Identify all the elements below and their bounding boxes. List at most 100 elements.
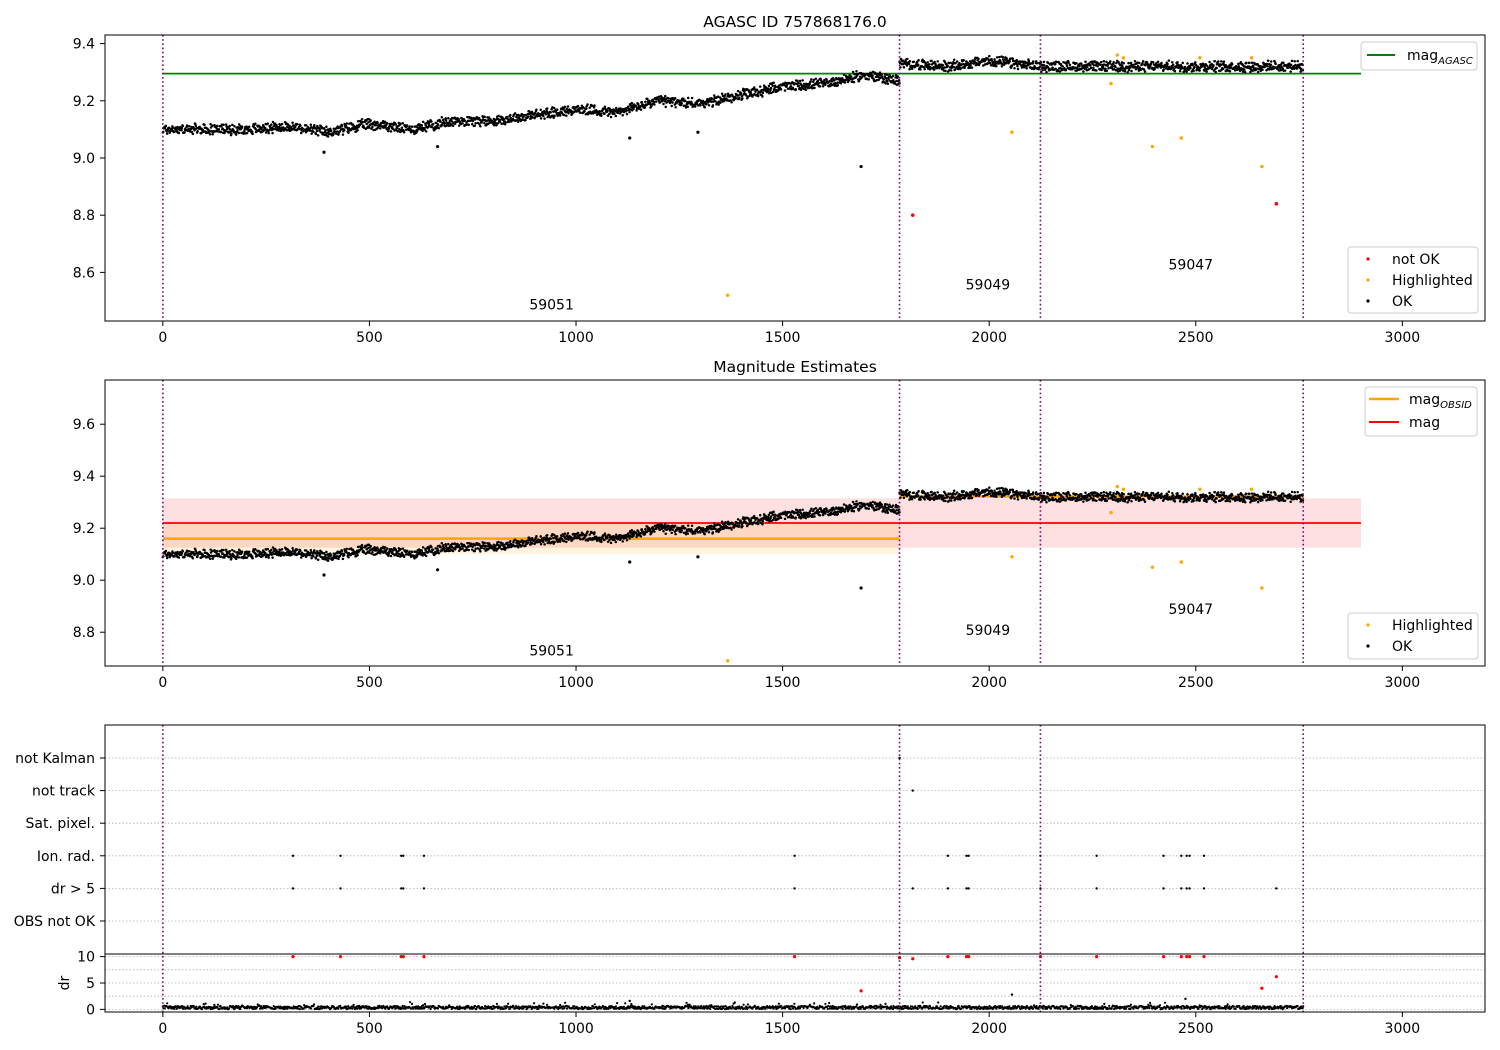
data-point-ok [936,60,939,63]
data-point-ok [437,551,441,555]
data-point-ok [1055,60,1058,64]
data-point-ok [948,69,951,72]
data-point-ok [291,121,294,125]
data-point-ok [949,499,953,502]
data-point-ok [639,534,643,538]
data-point-ok [599,112,603,116]
data-point-ok [1106,64,1109,68]
data-point-ok [388,122,391,126]
data-point-ok [497,540,500,544]
data-point-ok [663,94,667,98]
data-point-ok [1016,498,1020,501]
data-point-ok [460,117,464,120]
data-point-ok [1171,61,1174,64]
data-point-ok [783,89,787,92]
data-point-ok [471,119,475,123]
data-point-ok [326,135,330,138]
data-point-ok [813,86,816,90]
data-point-ok [703,106,706,109]
data-point-ok [696,130,700,134]
data-point-ok [245,131,249,135]
data-point-ok [545,109,549,113]
data-point-ok [1130,69,1133,73]
data-point-ok [634,104,638,108]
data-point-ok [1105,499,1109,503]
data-point-ok [225,127,229,131]
data-point-ok [437,124,440,127]
data-point-ok [509,539,512,543]
data-point-ok [356,120,360,123]
data-point-ok [309,548,313,552]
data-point-ok [936,491,939,494]
data-point-ok [1153,496,1157,500]
data-point-ok [270,548,273,552]
data-point-ok [614,540,618,544]
data-point-ok [907,62,911,66]
data-point-ok [1220,60,1223,63]
data-point-ok [653,103,656,106]
data-point-ok [701,99,705,103]
data-point-ok [977,488,980,492]
data-point-ok [811,80,815,84]
data-point-ok [555,108,559,112]
data-point-ok [1165,64,1169,68]
data-point-highlighted [1115,53,1119,57]
data-point-ok [1075,62,1078,65]
data-point-ok [841,78,845,81]
data-point-ok [804,516,808,520]
data-point-ok [1042,60,1046,64]
data-point-ok [963,66,966,70]
data-point-ok [188,124,191,128]
data-point-ok [1255,67,1259,70]
data-point-ok [1141,491,1145,494]
data-point-ok [690,524,694,527]
data-point-ok [654,527,658,531]
data-point-ok [846,80,850,84]
data-point-ok [570,110,574,113]
data-point-ok [902,496,906,500]
data-point-ok [586,530,589,533]
data-point-ok [340,549,344,553]
data-point-ok [884,76,888,80]
data-point-ok [933,60,936,64]
data-point-ok [586,103,589,106]
data-point-ok [516,546,520,549]
data-point-ok [439,120,442,124]
data-point-ok [1171,65,1174,69]
data-point-ok [312,130,315,133]
data-point-ok [326,559,330,562]
data-point-ok [635,109,638,112]
data-point-ok [324,129,327,132]
data-point-ok [627,105,630,108]
data-point-ok [1166,62,1169,66]
data-point-ok [891,504,895,507]
data-point-ok [758,514,762,517]
data-point-ok [183,131,186,134]
data-point-ok [1112,491,1115,495]
data-point-ok [988,486,991,489]
data-point-ok [812,78,816,82]
data-point-ok [901,493,905,497]
data-point-ok [539,535,542,538]
data-point-ok [593,531,596,534]
data-point-ok [749,90,752,94]
data-point-ok [231,123,234,127]
legend-label: not OK [1392,252,1440,268]
data-point-ok [867,78,870,81]
data-point-ok [628,136,632,140]
data-point-ok [479,550,482,553]
data-point-ok [504,121,507,124]
data-point-ok [850,504,853,508]
data-point-ok [488,121,491,125]
data-point-ok [545,533,549,537]
data-point-ok [1114,496,1117,499]
data-point-ok [916,63,920,67]
data-point-ok [693,532,697,535]
data-point-ok [526,115,530,119]
x-tick-label: 1500 [765,330,801,346]
data-point-ok [1099,60,1103,64]
data-point-ok [457,124,461,127]
data-point-ok [416,126,419,129]
data-point-ok [266,547,270,551]
data-point-ok [440,541,444,545]
